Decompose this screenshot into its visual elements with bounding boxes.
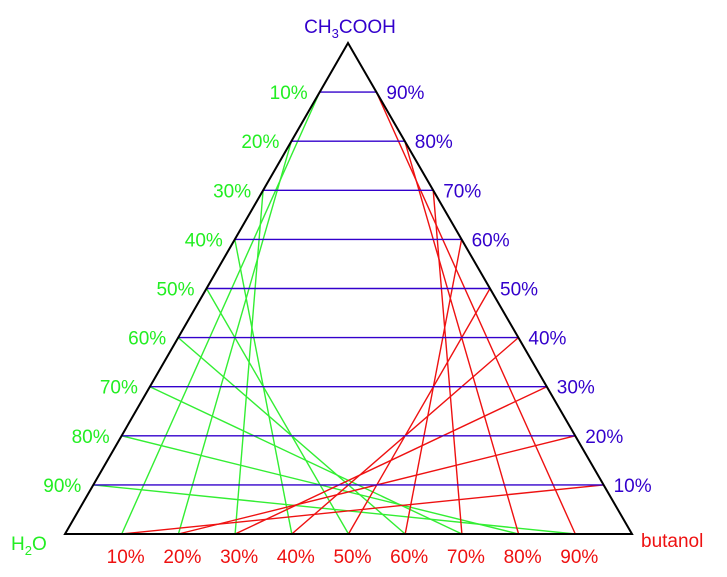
butanol-gridline — [347, 288, 491, 535]
butanol-tick-label: 60% — [390, 547, 428, 568]
butanol-tick-label: 90% — [560, 547, 598, 568]
water-tick-label: 50% — [156, 280, 194, 301]
vertex-label-acetic-acid: CH3COOH — [304, 17, 396, 41]
water-tick-label: 20% — [241, 132, 279, 153]
acetic-tick-label: 60% — [472, 230, 510, 251]
butanol-gridlines — [121, 91, 604, 535]
acetic-tick-label: 20% — [585, 427, 623, 448]
vertex-label-butanol: butanol — [641, 531, 703, 552]
butanol-tick-labels: 10% 20% 30% 40% 50% 60% 70% 80% 90% — [107, 547, 599, 568]
vertex-label-water: H2O — [11, 534, 47, 558]
water-tick-label: 40% — [185, 230, 223, 251]
acetic-tick-label: 30% — [557, 378, 595, 399]
water-gridline — [149, 386, 463, 535]
water-gridline — [93, 484, 576, 535]
water-tick-labels: 10% 20% 30% 40% 50% 60% 70% 80% 90% — [43, 83, 308, 497]
acetic-acid-gridlines — [93, 91, 604, 486]
water-tick-label: 30% — [213, 181, 251, 202]
water-gridline — [205, 288, 350, 535]
butanol-tick-label: 10% — [107, 547, 145, 568]
triangle-outline — [63, 41, 634, 535]
butanol-tick-label: 30% — [220, 547, 258, 568]
butanol-tick-label: 80% — [504, 547, 542, 568]
acetic-tick-label: 40% — [528, 329, 566, 350]
acetic-tick-label: 10% — [614, 476, 652, 497]
acetic-tick-label: 80% — [415, 132, 453, 153]
butanol-gridline — [432, 190, 463, 535]
acetic-tick-label: 90% — [386, 83, 424, 104]
butanol-tick-label: 50% — [333, 547, 371, 568]
water-tick-label: 60% — [128, 329, 166, 350]
butanol-tick-label: 20% — [163, 547, 201, 568]
acetic-tick-label: 50% — [500, 280, 538, 301]
acetic-tick-label: 70% — [443, 181, 481, 202]
water-tick-label: 70% — [100, 378, 138, 399]
water-tick-label: 80% — [72, 427, 110, 448]
butanol-tick-label: 40% — [277, 547, 315, 568]
butanol-gridline — [375, 91, 576, 535]
acetic-acid-tick-labels: 90% 80% 70% 60% 50% 40% 30% 20% 10% — [386, 83, 651, 497]
water-tick-label: 90% — [43, 476, 81, 497]
water-tick-label: 10% — [270, 83, 308, 104]
butanol-tick-label: 70% — [447, 547, 485, 568]
water-gridlines — [93, 91, 576, 535]
